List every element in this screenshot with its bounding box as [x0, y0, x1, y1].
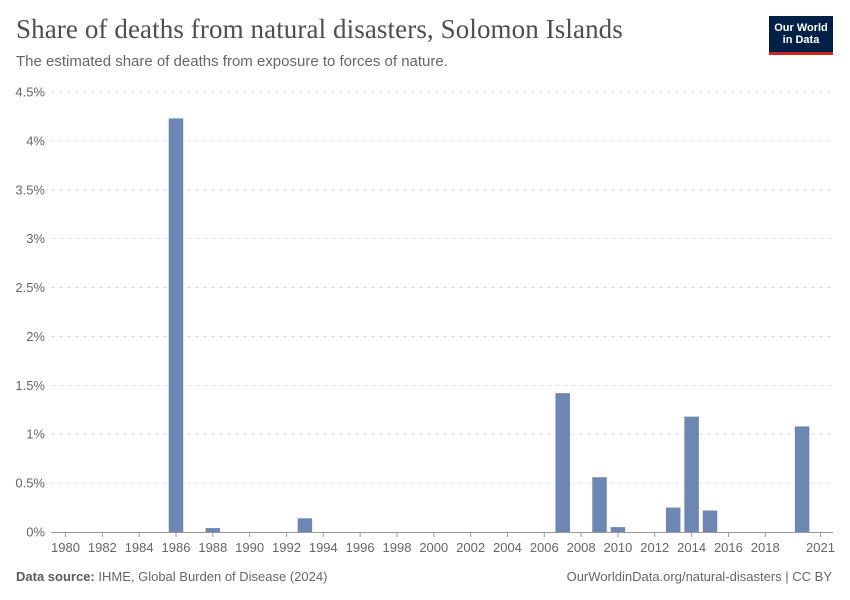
bar-2009[interactable] — [592, 477, 607, 532]
x-tick-label: 2021 — [806, 540, 835, 555]
x-tick-label: 2006 — [530, 540, 559, 555]
x-tick-label: 1996 — [346, 540, 375, 555]
y-tick-label: 0% — [26, 525, 45, 540]
x-tick-label: 2004 — [493, 540, 522, 555]
x-tick-label: 1988 — [198, 540, 227, 555]
bar-2020[interactable] — [794, 426, 810, 532]
x-tick-label: 1998 — [383, 540, 412, 555]
x-tick-label: 2010 — [603, 540, 632, 555]
axes: 0% 0.5% 1% 1.5% 2% 2.5% 3% 3.5% 4% 4.5% 1980 1982 19… — [15, 85, 835, 556]
y-tick-label: 2.5% — [15, 280, 45, 295]
logo-line-2: in Data — [782, 34, 820, 46]
x-tick-label: 2000 — [419, 540, 448, 555]
x-tick-label: 1994 — [309, 540, 338, 555]
data-source-label: Data source: — [16, 569, 95, 584]
y-tick-label: 1.5% — [15, 378, 45, 393]
bar-1986[interactable] — [168, 118, 184, 533]
x-tick-label: 2012 — [640, 540, 669, 555]
x-tick-label: 1992 — [272, 540, 301, 555]
x-tick-label: 1986 — [162, 540, 191, 555]
data-source-text[interactable]: IHME, Global Burden of Disease (2024) — [98, 569, 328, 584]
chart-subtitle: The estimated share of deaths from expos… — [16, 53, 448, 70]
y-tick-label: 3% — [26, 231, 45, 246]
logo-line-1: Our World — [774, 22, 828, 34]
x-tick-label: 2018 — [751, 540, 780, 555]
x-tick-label: 1990 — [235, 540, 264, 555]
bars — [168, 118, 810, 533]
y-tick-label: 0.5% — [15, 476, 45, 491]
y-tick-label: 4% — [26, 133, 45, 148]
y-tick-label: 4.5% — [15, 85, 45, 100]
x-tick-label: 1980 — [51, 540, 80, 555]
bar-2007[interactable] — [555, 393, 570, 532]
x-tick-label: 2016 — [714, 540, 743, 555]
bar-2013[interactable] — [665, 507, 681, 532]
y-tick-label: 2% — [26, 329, 45, 344]
footer-link[interactable]: OurWorldinData.org/natural-disasters | C… — [566, 569, 832, 584]
bar-2015[interactable] — [702, 510, 718, 532]
x-tick-label: 1984 — [125, 540, 154, 555]
bar-1993[interactable] — [297, 518, 313, 532]
x-tick-label: 2008 — [567, 540, 596, 555]
owid-logo[interactable]: Our World in Data — [769, 16, 833, 55]
bar-2010[interactable] — [610, 527, 626, 532]
x-tick-label: 2002 — [456, 540, 485, 555]
chart-title: Share of deaths from natural disasters, … — [16, 14, 623, 44]
x-tick-label: 2014 — [677, 540, 706, 555]
data-source: Data source: IHME, Global Burden of Dise… — [16, 569, 327, 584]
bar-2014[interactable] — [684, 416, 699, 532]
gridlines — [51, 91, 833, 484]
y-tick-label: 3.5% — [15, 182, 45, 197]
y-tick-label: 1% — [26, 427, 45, 442]
bar-1988[interactable] — [205, 528, 221, 532]
x-tick-label: 1982 — [88, 540, 117, 555]
